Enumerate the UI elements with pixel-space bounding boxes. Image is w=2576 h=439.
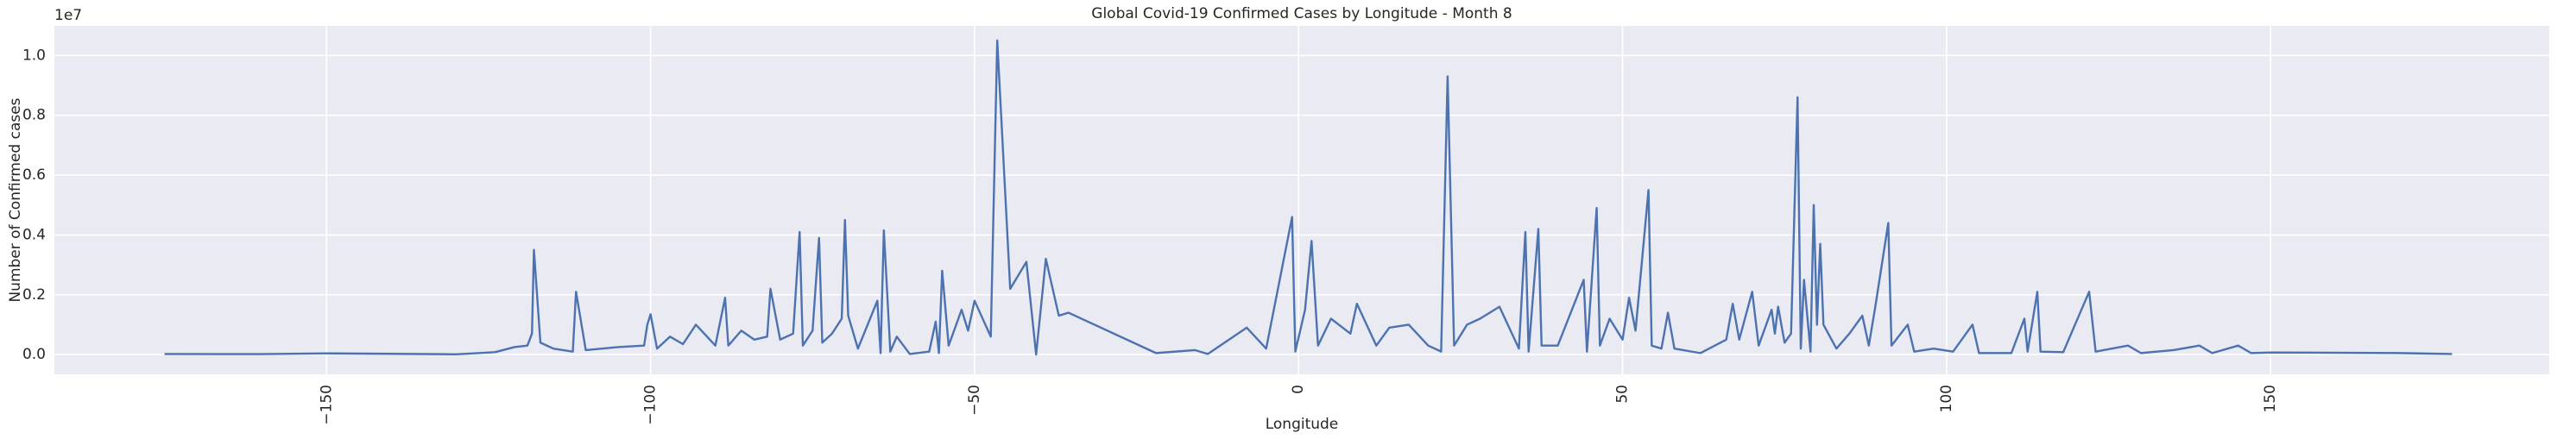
x-tick-label: 0 [1290,385,1307,394]
data-line [164,39,2453,356]
x-tick-label: −50 [966,385,983,416]
y-offset-label: 1e7 [54,7,82,24]
y-tick-label: 1.0 [22,47,46,64]
x-tick-label: 100 [1938,385,1955,412]
y-tick-label: 0.4 [22,226,46,243]
y-tick-label: 0.8 [22,107,46,124]
y-tick-label: 0.6 [22,166,46,184]
chart-title: Global Covid-19 Confirmed Cases by Longi… [1091,5,1512,22]
x-tick-label: −100 [642,385,660,425]
y-axis-label: Number of Confirmed cases [7,97,24,302]
x-tick-label: −150 [318,385,335,425]
x-tick-label: 150 [2262,385,2279,412]
x-tick-label: 50 [1614,385,1632,404]
y-tick-label: 0.0 [22,346,46,363]
x-axis-label: Longitude [1266,416,1339,433]
plot-area [54,26,2549,374]
y-tick-label: 0.2 [22,286,46,304]
